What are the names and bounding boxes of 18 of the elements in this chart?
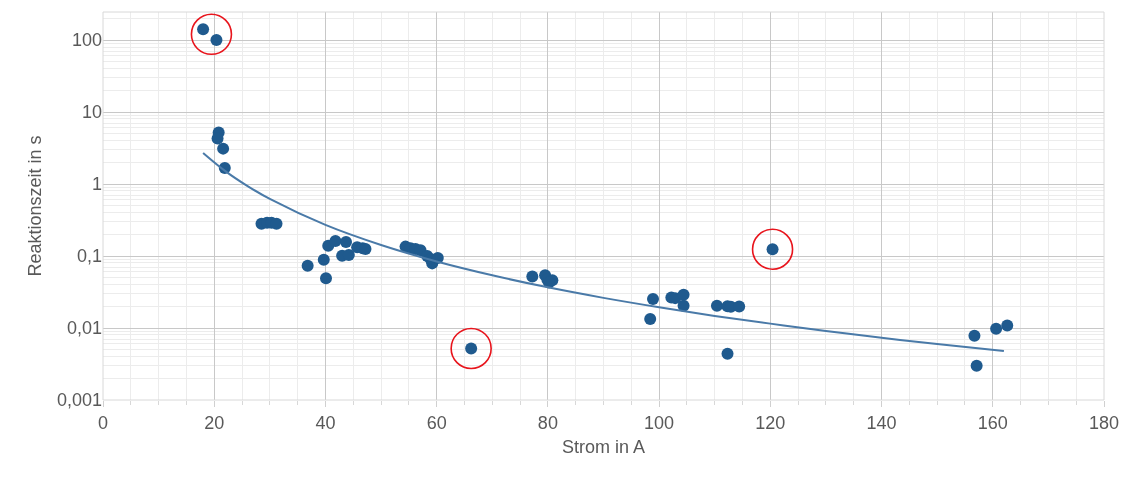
x-tick-label: 0 (97, 412, 109, 433)
x-tick-label: 180 (1088, 412, 1120, 433)
y-tick-label: 0,01 (66, 318, 102, 339)
y-tick-label: 10 (81, 102, 102, 123)
x-tick-label: 100 (644, 412, 675, 433)
y-tick-label: 0,001 (56, 390, 102, 411)
x-tick-label: 40 (315, 412, 336, 433)
y-axis-title: Reaktionszeit in s (25, 135, 46, 277)
x-axis-title: Strom in A (561, 436, 646, 457)
x-tick-label: 80 (537, 412, 558, 433)
y-tick-label: 1 (91, 174, 102, 195)
y-tick-label: 100 (71, 30, 102, 51)
x-tick-label: 60 (426, 412, 447, 433)
x-tick-label: 140 (866, 412, 897, 433)
y-tick-label: 0,1 (76, 246, 102, 267)
x-tick-label: 20 (204, 412, 225, 433)
x-tick-label: 160 (977, 412, 1008, 433)
x-tick-label: 120 (755, 412, 786, 433)
